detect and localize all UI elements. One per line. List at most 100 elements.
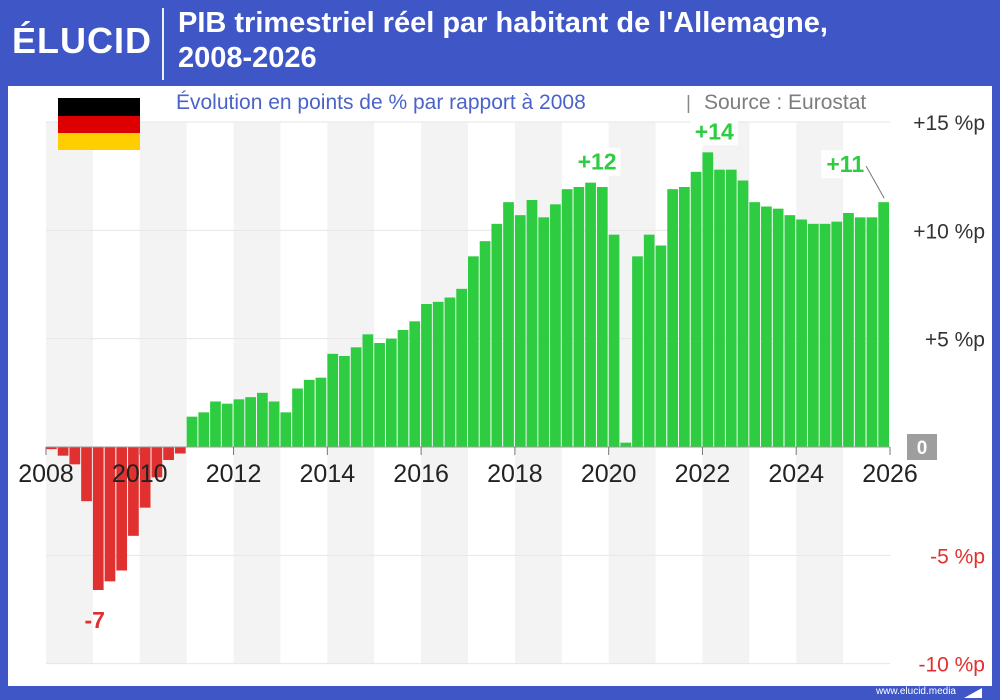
bar	[186, 416, 198, 447]
bar	[854, 217, 866, 447]
bar	[198, 412, 210, 447]
bar	[69, 447, 81, 465]
annotation-leader	[865, 165, 885, 199]
bar	[596, 187, 608, 447]
bar	[796, 219, 807, 447]
annotation-label: +14	[695, 118, 734, 144]
bar	[690, 171, 702, 447]
x-tick-label: 2010	[112, 460, 168, 488]
bar	[643, 234, 655, 447]
bar	[57, 447, 69, 456]
header: ÉLUCID PIB trimestriel réel par habitant…	[0, 0, 1000, 85]
source-text: Source : Eurostat	[704, 91, 866, 114]
bar	[139, 447, 151, 508]
bar	[573, 187, 585, 447]
bar	[538, 217, 550, 447]
subtitle-separator: |	[686, 93, 691, 114]
x-tick-label: 2024	[768, 460, 824, 488]
y-tick-label: -10 %p	[918, 654, 985, 677]
bar	[702, 152, 714, 447]
bar	[561, 189, 573, 447]
bar	[409, 321, 421, 447]
bar	[608, 234, 620, 447]
chart-title: PIB trimestriel réel par habitant de l'A…	[178, 6, 978, 76]
bar	[503, 202, 514, 447]
bar	[620, 442, 632, 447]
labels: +15 %p +10 %p +5 %p 0 -5 %p -10 %p 2008 2010 201…	[18, 112, 985, 677]
bars	[46, 152, 889, 590]
bar	[761, 206, 772, 447]
year-band	[46, 122, 93, 664]
bar	[784, 215, 796, 447]
bar	[866, 217, 878, 447]
bar	[397, 330, 409, 447]
y-tick-label: +5 %p	[925, 329, 985, 352]
bar	[468, 256, 479, 447]
bar	[714, 169, 725, 447]
chart-svg: +15 %p +10 %p +5 %p 0 -5 %p -10 %p 2008 2010 201…	[18, 91, 985, 677]
bar	[257, 392, 268, 447]
title-line-2: 2008-2026	[178, 42, 317, 74]
bar	[679, 187, 690, 447]
bar	[174, 447, 186, 454]
bar	[327, 353, 339, 447]
bar	[632, 256, 643, 447]
bar	[444, 297, 456, 447]
bar	[268, 401, 280, 447]
bar	[116, 447, 128, 571]
x-tick-label: 2018	[487, 460, 543, 488]
bar	[737, 180, 749, 447]
y-tick-label: +15 %p	[913, 112, 985, 135]
y-tick-label: 0	[917, 438, 928, 459]
annotation-label: +11	[826, 151, 864, 177]
annotation-bg	[573, 147, 621, 176]
bar	[104, 447, 116, 582]
x-tick-label: 2026	[862, 460, 918, 488]
chart-subtitle: Évolution en points de % par rapport à 2…	[176, 91, 586, 114]
bar	[374, 343, 385, 447]
bar	[280, 412, 292, 447]
x-tick-label: 2008	[18, 460, 74, 488]
bar	[128, 447, 139, 536]
x-tick-label: 2022	[675, 460, 731, 488]
bar	[655, 245, 667, 447]
header-divider	[162, 8, 164, 80]
bar	[432, 301, 444, 447]
bar	[526, 200, 538, 447]
bar	[210, 401, 221, 447]
x-tick-label: 2012	[206, 460, 262, 488]
bar	[831, 221, 843, 447]
bar	[362, 334, 374, 447]
bar	[491, 223, 503, 447]
bar	[350, 347, 362, 447]
axes	[45, 446, 891, 455]
bar	[421, 304, 432, 447]
bar	[385, 338, 397, 447]
y-tick-label: -5 %p	[930, 545, 985, 568]
bar	[245, 397, 256, 447]
bar	[807, 223, 819, 447]
bar	[151, 447, 163, 478]
bar	[292, 388, 303, 447]
year-band	[139, 122, 187, 664]
bar	[878, 202, 889, 447]
bar	[315, 377, 327, 447]
bar	[667, 189, 678, 447]
bar	[92, 447, 104, 590]
y-tick-label: +10 %p	[913, 220, 985, 243]
bar	[221, 403, 233, 447]
bar	[772, 208, 784, 447]
annotation-label: -7	[85, 607, 105, 633]
bar	[749, 202, 761, 447]
bar	[303, 379, 315, 447]
elucid-logo: ÉLUCID	[12, 20, 152, 61]
bar	[819, 223, 831, 447]
footer-site: www.elucid.media	[875, 686, 956, 697]
x-tick-label: 2016	[393, 460, 449, 488]
x-tick-label: 2020	[581, 460, 637, 488]
annotation-label: +12	[578, 149, 617, 175]
bar	[81, 447, 92, 502]
title-line-1: PIB trimestriel réel par habitant de l'A…	[178, 7, 828, 39]
bar	[585, 182, 596, 447]
